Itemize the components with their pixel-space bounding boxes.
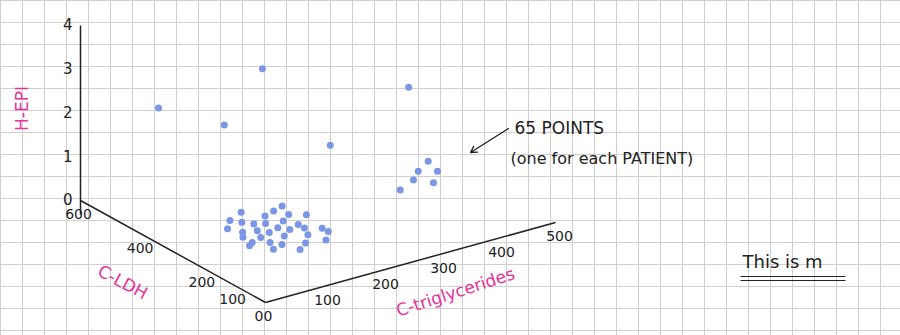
svg-text:3: 3 bbox=[63, 60, 73, 78]
svg-text:200: 200 bbox=[372, 276, 399, 292]
svg-text:0: 0 bbox=[63, 191, 73, 209]
svg-text:500: 500 bbox=[546, 228, 573, 244]
svg-text:4: 4 bbox=[63, 16, 73, 34]
svg-text:00: 00 bbox=[255, 308, 273, 324]
svg-text:100: 100 bbox=[219, 291, 246, 307]
svg-text:300: 300 bbox=[430, 260, 457, 276]
svg-text:65 POINTS: 65 POINTS bbox=[515, 118, 605, 138]
svg-text:100: 100 bbox=[314, 292, 341, 308]
svg-text:C-triglycerides: C-triglycerides bbox=[393, 263, 517, 320]
svg-text:C-LDH: C-LDH bbox=[95, 261, 152, 304]
svg-text:H-EPI: H-EPI bbox=[12, 86, 32, 131]
svg-text:600: 600 bbox=[65, 206, 92, 222]
svg-text:2: 2 bbox=[63, 104, 73, 122]
svg-text:1: 1 bbox=[63, 148, 73, 166]
svg-text:400: 400 bbox=[488, 244, 515, 260]
svg-text:400: 400 bbox=[127, 240, 154, 256]
svg-text:This is m: This is m bbox=[742, 251, 823, 272]
svg-text:(one for each PATIENT): (one for each PATIENT) bbox=[511, 149, 694, 168]
svg-text:200: 200 bbox=[188, 274, 215, 290]
